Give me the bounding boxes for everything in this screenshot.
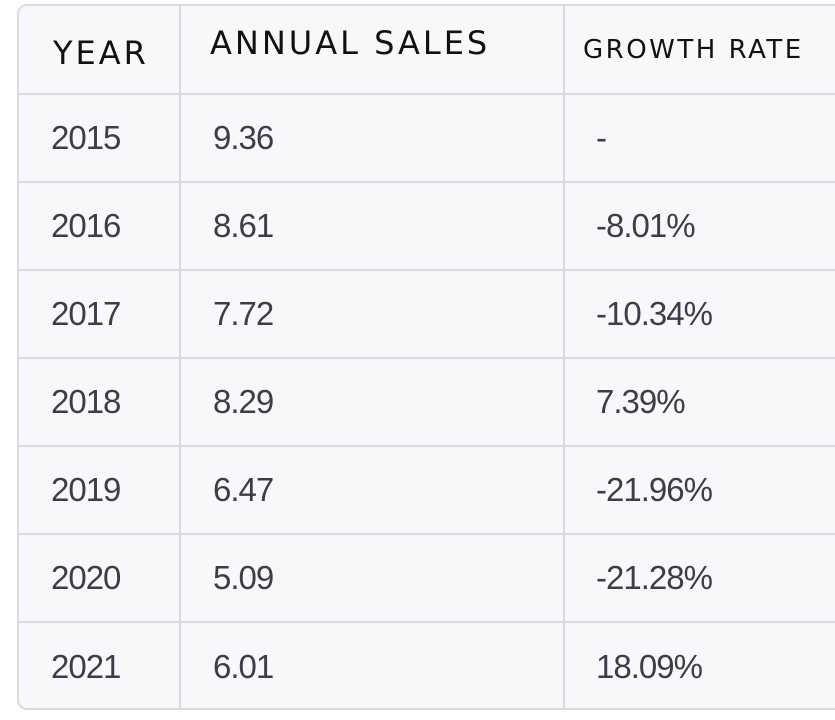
table-header: YEAR ANNUAL SALES GROWTH RATE [19,6,835,95]
table-row: 2020 5.09 -21.28% [19,534,835,623]
cell-annual-sales: 7.72 [180,270,565,359]
cell-growth-rate: -8.01% [564,182,835,271]
column-header-growth-rate: GROWTH RATE [564,6,835,95]
table-row: 2021 6.01 18.09% [19,622,835,708]
cell-growth-rate: -21.96% [564,446,835,535]
table-row: 2015 9.36 - [19,94,835,183]
cell-annual-sales: 8.29 [180,358,565,447]
cell-year: 2018 [19,358,181,447]
cell-annual-sales: 5.09 [180,534,565,623]
table-body: 2015 9.36 - 2016 8.61 -8.01% 2017 7.72 -… [19,94,835,708]
cell-growth-rate: - [564,94,835,183]
cell-year: 2020 [19,534,181,623]
column-header-annual-sales: ANNUAL SALES [180,6,565,95]
table-row: 2018 8.29 7.39% [19,358,835,447]
table-row: 2016 8.61 -8.01% [19,182,835,271]
cell-annual-sales: 6.47 [180,446,565,535]
cell-growth-rate: 18.09% [564,622,835,708]
header-row: YEAR ANNUAL SALES GROWTH RATE [19,6,835,95]
table-row: 2019 6.47 -21.96% [19,446,835,535]
cell-year: 2019 [19,446,181,535]
cell-growth-rate: -10.34% [564,270,835,359]
cell-annual-sales: 8.61 [180,182,565,271]
cell-annual-sales: 9.36 [180,94,565,183]
cell-year: 2017 [19,270,181,359]
table-row: 2017 7.72 -10.34% [19,270,835,359]
cell-annual-sales: 6.01 [180,622,565,708]
cell-year: 2021 [19,622,181,708]
cell-growth-rate: 7.39% [564,358,835,447]
cell-growth-rate: -21.28% [564,534,835,623]
column-header-year: YEAR [19,6,181,95]
sales-table-container: YEAR ANNUAL SALES GROWTH RATE 2015 9.36 … [17,4,835,710]
cell-year: 2016 [19,182,181,271]
sales-table: YEAR ANNUAL SALES GROWTH RATE 2015 9.36 … [19,6,835,708]
cell-year: 2015 [19,94,181,183]
